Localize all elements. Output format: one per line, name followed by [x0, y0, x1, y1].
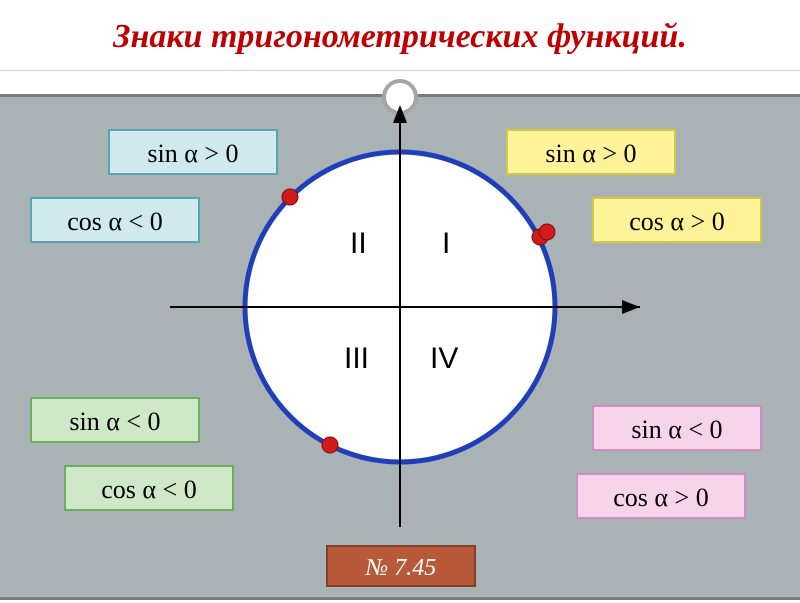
x-axis-arrow	[622, 300, 640, 314]
quad-label-iv: IV	[430, 342, 458, 376]
quad-label-iii: III	[344, 342, 369, 376]
page-title: Знаки тригонометрических функций.	[0, 0, 800, 71]
label-q4-cos: cos α > 0	[576, 473, 746, 519]
label-q3-sin: sin α < 0	[30, 397, 200, 443]
quad-label-ii: II	[350, 227, 367, 261]
dot-q2	[282, 189, 298, 205]
label-q4-sin: sin α < 0	[592, 405, 762, 451]
diagram-area: II I III IV sin α > 0 cos α < 0 sin α > …	[0, 94, 800, 600]
reference-number: № 7.45	[326, 545, 476, 587]
label-q2-cos: cos α < 0	[30, 197, 200, 243]
quad-label-i: I	[442, 227, 450, 261]
label-q3-cos: cos α < 0	[64, 465, 234, 511]
dot-q4-a	[539, 224, 555, 240]
y-axis-arrow	[393, 105, 407, 123]
label-q1-cos: cos α > 0	[592, 197, 762, 243]
dot-q3	[322, 437, 338, 453]
label-q1-sin: sin α > 0	[506, 129, 676, 175]
label-q2-sin: sin α > 0	[108, 129, 278, 175]
